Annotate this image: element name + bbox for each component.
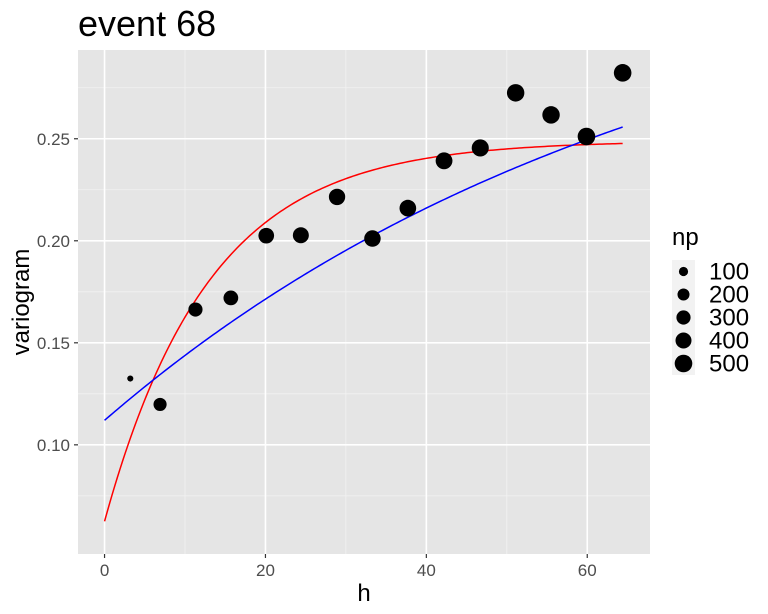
data-point	[542, 106, 560, 124]
legend-symbol	[674, 354, 693, 373]
data-point	[292, 227, 309, 244]
fitted-curve	[104, 126, 623, 421]
legend-symbol	[678, 266, 689, 277]
x-tick-label: 40	[417, 561, 436, 580]
grid-minor	[78, 50, 650, 554]
legend-label: 500	[709, 351, 749, 378]
data-point	[223, 290, 239, 306]
x-axis: 0 20 40 60	[100, 554, 597, 580]
legend-label: 200	[709, 282, 749, 309]
x-tick-label: 60	[578, 561, 597, 580]
legend-symbol	[675, 332, 692, 349]
data-point	[188, 302, 203, 317]
data-point	[577, 127, 596, 146]
data-point	[127, 375, 134, 382]
y-tick-label: 0.10	[37, 436, 70, 455]
legend-symbol	[676, 310, 691, 325]
x-tick-label: 20	[256, 561, 275, 580]
data-point	[153, 397, 167, 412]
data-point	[328, 188, 346, 206]
plot-panel	[78, 50, 650, 554]
y-tick-label: 0.15	[37, 334, 70, 353]
x-tick-label: 0	[100, 561, 109, 580]
legend-symbol	[677, 288, 690, 301]
y-tick-label: 0.25	[37, 130, 70, 149]
legend-label: 300	[709, 305, 749, 332]
chart-title: event 68	[78, 3, 216, 44]
legend-label: 400	[709, 328, 749, 355]
data-point	[471, 139, 489, 157]
data-point	[258, 227, 275, 244]
legend-title: np	[672, 224, 699, 251]
y-tick-label: 0.20	[37, 232, 70, 251]
y-axis: 0.10 0.15 0.20 0.25	[37, 130, 78, 455]
data-point	[364, 230, 381, 247]
x-axis-title: h	[357, 580, 370, 607]
y-axis-title: variogram	[8, 249, 35, 356]
data-points	[127, 64, 632, 412]
legend-label: 100	[709, 259, 749, 286]
data-point	[506, 84, 525, 102]
data-point	[435, 152, 453, 170]
data-point	[613, 64, 632, 82]
data-point	[399, 199, 417, 217]
